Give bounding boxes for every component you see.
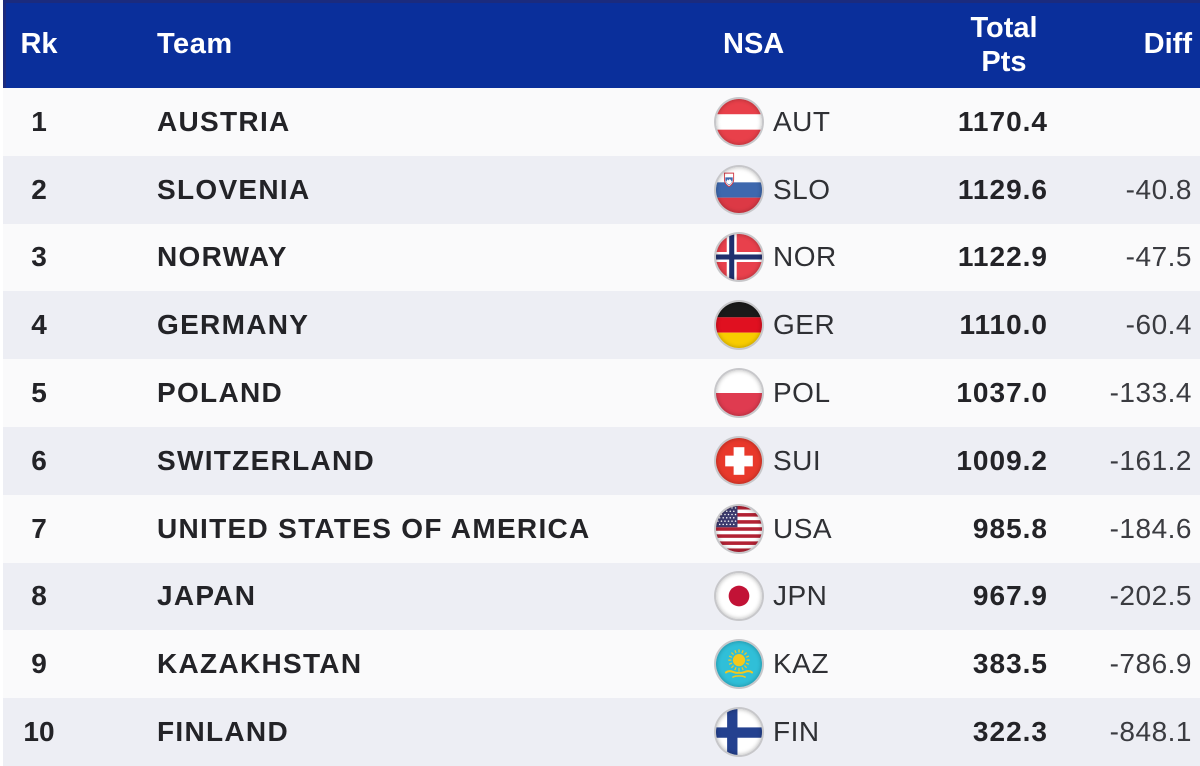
diff-cell: -60.4 — [1125, 309, 1192, 341]
nsa-code: SLO — [773, 173, 831, 205]
total-pts-cell: 1009.2 — [956, 444, 1048, 476]
nsa-cell: KAZ — [700, 641, 860, 688]
flag-ger-icon — [716, 302, 762, 349]
table-row: 6 SWITZERLAND SUI 1009.2 -161.2 — [3, 426, 1200, 495]
nsa-cell: AUT — [700, 98, 860, 145]
total-pts-cell: 383.5 — [972, 648, 1048, 680]
table-row: 5 POLAND POL 1037.0 -133.4 — [3, 359, 1200, 427]
rank-cell: 10 — [23, 716, 55, 748]
nsa-code: SUI — [773, 444, 822, 476]
diff-cell: -786.9 — [1109, 648, 1192, 680]
nsa-code: KAZ — [773, 648, 829, 680]
flag-kaz-icon — [716, 641, 762, 688]
table-row: 9 KAZAKHSTAN KAZ 383.5 -786.9 — [3, 630, 1200, 699]
total-pts-cell: 1170.4 — [957, 105, 1048, 137]
diff-cell: -848.1 — [1109, 716, 1192, 748]
table-row: 1 AUSTRIA AUT 1170.4 — [3, 88, 1200, 156]
table-row: 4 GERMANY GER 1110.0 -60.4 — [3, 291, 1200, 360]
team-name: FINLAND — [157, 716, 289, 748]
nsa-code: POL — [773, 377, 831, 409]
diff-cell: -40.8 — [1125, 173, 1192, 205]
rank-cell: 9 — [31, 648, 47, 680]
flag-slo-icon — [716, 166, 762, 213]
total-pts-cell: 1122.9 — [957, 241, 1048, 273]
header-nsa-label: NSA — [723, 27, 785, 60]
table-header: Rk Team NSA Total Pts Diff — [3, 0, 1200, 88]
rank-cell: 7 — [31, 512, 47, 544]
rank-cell: 1 — [31, 105, 47, 137]
flag-aut-icon — [716, 98, 762, 145]
rank-cell: 5 — [31, 377, 47, 409]
rank-cell: 4 — [31, 309, 47, 341]
table-row: 3 NORWAY NOR 1122.9 -47.5 — [3, 223, 1200, 292]
total-pts-cell: 322.3 — [972, 716, 1048, 748]
team-name: SLOVENIA — [157, 173, 311, 205]
nsa-cell: NOR — [700, 234, 860, 281]
nsa-cell: USA — [700, 505, 860, 552]
flag-fin-icon — [716, 709, 762, 756]
header-rank-cell: Rk — [3, 28, 155, 61]
total-pts-cell: 1037.0 — [956, 377, 1048, 409]
header-diff-label: Diff — [1143, 27, 1192, 60]
team-name: POLAND — [157, 377, 284, 409]
nsa-cell: POL — [700, 370, 860, 417]
diff-cell: -133.4 — [1109, 377, 1192, 409]
flag-nor-icon — [716, 234, 762, 281]
flag-usa-icon — [716, 505, 762, 552]
nsa-cell: FIN — [700, 709, 860, 756]
total-pts-cell: 967.9 — [972, 580, 1048, 612]
total-pts-cell: 985.8 — [972, 512, 1048, 544]
flag-pol-icon — [716, 370, 762, 417]
flag-jpn-icon — [716, 573, 762, 620]
nsa-code: GER — [773, 309, 836, 341]
table-row: 2 SLOVENIA SLO 1129.6 -40.8 — [3, 155, 1200, 224]
team-name: GERMANY — [157, 309, 310, 341]
nsa-cell: SUI — [700, 437, 860, 484]
nsa-code: JPN — [773, 580, 828, 612]
nsa-code: FIN — [773, 716, 820, 748]
table-body: 1 AUSTRIA AUT 1170.4 2 SLOVENIA SLO 1129.6 -40.8… — [3, 88, 1200, 766]
total-pts-cell: 1129.6 — [957, 173, 1048, 205]
header-team-label: Team — [157, 27, 233, 60]
table-row: 8 JAPAN JPN 967.9 -202.5 — [3, 562, 1200, 631]
team-name: JAPAN — [157, 580, 257, 612]
rank-cell: 2 — [31, 173, 47, 205]
nsa-cell: SLO — [700, 166, 860, 213]
team-name: NORWAY — [157, 241, 288, 273]
diff-cell: -47.5 — [1125, 241, 1192, 273]
diff-cell: -202.5 — [1109, 580, 1192, 612]
header-total-pts-label: Total Pts — [970, 11, 1038, 78]
nsa-code: AUT — [773, 105, 831, 137]
team-name: SWITZERLAND — [157, 444, 376, 476]
flag-sui-icon — [716, 437, 762, 484]
nsa-code: NOR — [773, 241, 837, 273]
rank-cell: 3 — [31, 241, 47, 273]
header-total-pts-cell: Total Pts — [860, 9, 1055, 79]
diff-cell: -161.2 — [1109, 444, 1192, 476]
nsa-cell: JPN — [700, 573, 860, 620]
team-name: KAZAKHSTAN — [157, 648, 363, 680]
total-pts-cell: 1110.0 — [959, 309, 1048, 341]
rank-cell: 8 — [31, 580, 47, 612]
team-name: UNITED STATES OF AMERICA — [157, 512, 591, 544]
nsa-code: USA — [773, 512, 833, 544]
team-name: AUSTRIA — [157, 105, 291, 137]
nations-ranking-table: Rk Team NSA Total Pts Diff 1 AUSTRIA AUT 11… — [3, 0, 1200, 766]
nsa-cell: GER — [700, 302, 860, 349]
rank-cell: 6 — [31, 444, 47, 476]
table-row: 10 FINLAND FIN 322.3 -848.1 — [3, 698, 1200, 766]
table-row: 7 UNITED STATES OF AMERICA USA 985.8 -184.6 — [3, 494, 1200, 563]
diff-cell: -184.6 — [1109, 512, 1192, 544]
header-rank-label: Rk — [20, 27, 58, 60]
